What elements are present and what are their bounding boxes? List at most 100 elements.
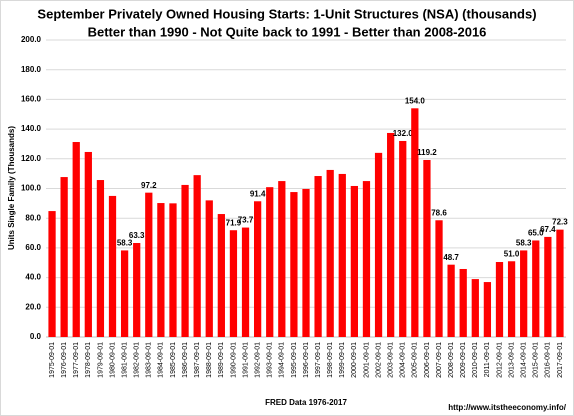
x-tick-label: 1993-09-01 — [267, 342, 274, 378]
bar — [435, 220, 443, 337]
x-tick-label: 1999-09-01 — [339, 342, 346, 378]
data-label: 51.0 — [504, 249, 520, 258]
x-tick-label: 2008-09-01 — [448, 342, 455, 378]
bar — [387, 132, 395, 337]
bar — [532, 240, 540, 337]
bar — [193, 175, 201, 337]
x-tick-label: 2016-09-01 — [545, 342, 552, 378]
x-tick-label: 2003-09-01 — [387, 342, 394, 378]
bar — [84, 151, 92, 337]
y-tick-label: 80.0 — [25, 213, 41, 222]
bar — [145, 192, 153, 337]
x-tick-label: 2002-09-01 — [375, 342, 382, 378]
bar — [157, 203, 165, 337]
bar — [266, 187, 274, 337]
x-tick-label: 2005-09-01 — [412, 342, 419, 378]
x-tick-label: 2017-09-01 — [557, 342, 564, 378]
bar — [362, 181, 371, 337]
x-tick-label: 1977-09-01 — [73, 342, 80, 378]
bar — [108, 195, 117, 337]
bar — [254, 201, 262, 337]
x-tick-label: 1997-09-01 — [315, 342, 322, 378]
data-label: 97.2 — [141, 181, 157, 190]
x-tick-label: 1986-09-01 — [182, 342, 189, 378]
y-tick-label: 0.0 — [30, 332, 42, 341]
bar — [326, 169, 334, 337]
bar — [229, 230, 238, 337]
data-label: 119.2 — [417, 148, 437, 157]
source-note: http://www.itstheeconomy.info/ — [448, 403, 567, 412]
bar — [290, 192, 298, 337]
bar — [507, 261, 516, 337]
y-tick-label: 20.0 — [25, 302, 41, 311]
data-label: 71.9 — [226, 218, 242, 227]
data-label: 58.3 — [117, 239, 133, 248]
x-tick-label: 2013-09-01 — [508, 342, 515, 378]
x-tick-label: 2004-09-01 — [400, 342, 407, 378]
y-tick-label: 60.0 — [25, 243, 41, 252]
data-label: 72.3 — [552, 218, 568, 227]
x-tick-label: 2001-09-01 — [363, 342, 370, 378]
bar — [399, 140, 407, 337]
x-tick-label: 1998-09-01 — [327, 342, 334, 378]
bar — [48, 211, 56, 337]
data-label: 65.0 — [528, 229, 544, 238]
y-tick-label: 120.0 — [21, 154, 42, 163]
bar — [60, 177, 68, 337]
data-label: 73.7 — [238, 216, 254, 225]
bar — [133, 242, 141, 337]
y-axis-label: Units Single Family (Thousands) — [7, 126, 16, 250]
bar — [544, 236, 552, 337]
bar — [181, 184, 189, 337]
x-tick-label: 1995-09-01 — [291, 342, 298, 378]
bar — [411, 108, 419, 337]
x-tick-label: 2015-09-01 — [533, 342, 540, 378]
x-tick-label: 1981-09-01 — [121, 342, 128, 378]
data-label: 67.4 — [540, 225, 556, 234]
bar — [314, 176, 322, 337]
x-axis-label: FRED Data 1976-2017 — [265, 398, 347, 407]
x-tick-label: 1976-09-01 — [61, 342, 68, 378]
bar — [278, 181, 286, 337]
y-tick-label: 160.0 — [21, 95, 42, 104]
bar — [495, 262, 504, 337]
bar — [350, 185, 358, 337]
x-tick-label: 2009-09-01 — [460, 342, 467, 378]
x-tick-label: 1987-09-01 — [194, 342, 201, 378]
bar — [520, 250, 528, 337]
x-tick-label: 2011-09-01 — [484, 342, 491, 377]
bar — [471, 279, 479, 337]
x-tick-label: 1996-09-01 — [303, 342, 310, 378]
x-tick-label: 2007-09-01 — [436, 342, 443, 378]
bar — [338, 173, 346, 337]
x-tick-label: 1980-09-01 — [109, 342, 116, 378]
data-label: 58.3 — [516, 239, 532, 248]
data-label: 154.0 — [405, 96, 426, 105]
x-tick-label: 1978-09-01 — [85, 342, 92, 378]
x-tick-label: 2012-09-01 — [496, 342, 503, 378]
x-tick-label: 2000-09-01 — [351, 342, 358, 378]
y-tick-label: 100.0 — [21, 184, 42, 193]
chart-subtitle: Better than 1990 - Not Quite back to 199… — [88, 24, 487, 39]
data-label: 132.0 — [393, 129, 414, 138]
x-tick-label: 2014-09-01 — [521, 342, 528, 378]
x-tick-label: 1985-09-01 — [170, 342, 177, 378]
x-tick-label: 1988-09-01 — [206, 342, 213, 378]
x-tick-label: 2010-09-01 — [472, 342, 479, 378]
x-tick-label: 1982-09-01 — [134, 342, 141, 378]
x-tick-label: 2006-09-01 — [424, 342, 431, 378]
bar — [447, 264, 455, 337]
bar — [96, 180, 105, 337]
bar — [72, 142, 80, 337]
x-tick-label: 1979-09-01 — [97, 342, 104, 378]
x-tick-label: 1975-09-01 — [49, 342, 56, 378]
data-label: 48.7 — [443, 253, 459, 262]
x-tick-label: 1984-09-01 — [158, 342, 165, 378]
bar — [241, 227, 250, 337]
x-tick-label: 1989-09-01 — [218, 342, 225, 378]
y-tick-label: 140.0 — [21, 124, 42, 133]
bar — [423, 159, 431, 337]
bar — [302, 188, 310, 337]
data-label: 63.3 — [129, 231, 145, 240]
